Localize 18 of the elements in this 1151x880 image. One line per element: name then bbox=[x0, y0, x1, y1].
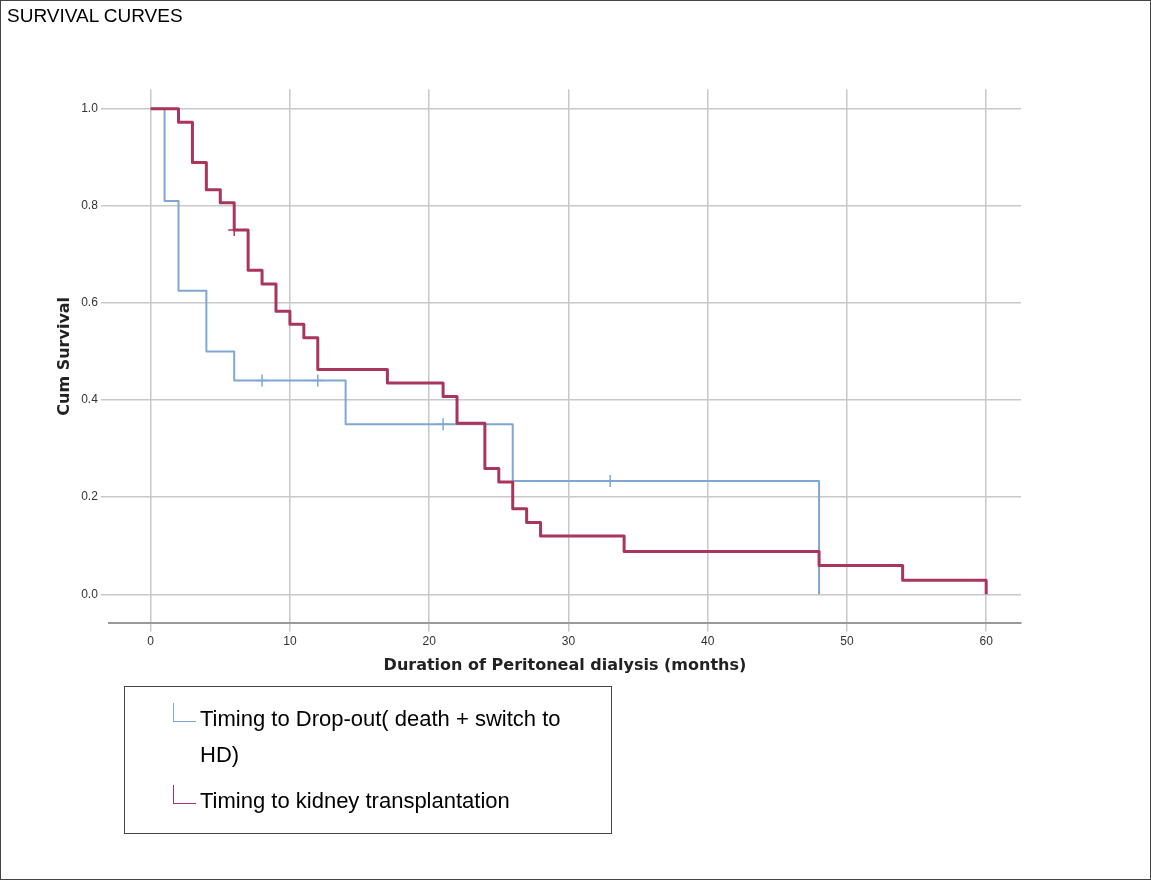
y-tick-label: 0.8 bbox=[81, 198, 99, 213]
y-tick-label: 0.2 bbox=[81, 489, 99, 504]
y-tick-label: 0.4 bbox=[81, 392, 99, 407]
chart-title: SURVIVAL CURVES bbox=[7, 5, 183, 27]
legend-label: Timing to kidney transplantation bbox=[200, 787, 510, 815]
x-tick-label: 40 bbox=[701, 633, 715, 648]
x-tick-label: 50 bbox=[840, 633, 854, 648]
x-tick-label: 30 bbox=[561, 633, 576, 648]
x-tick-label: 20 bbox=[422, 633, 437, 648]
x-tick-label: 60 bbox=[979, 633, 994, 648]
y-tick-label: 0.0 bbox=[81, 586, 99, 601]
x-axis-title: Duration of Peritoneal dialysis (months) bbox=[383, 654, 747, 674]
y-axis-title: Cum Survival bbox=[53, 296, 73, 416]
x-tick-label: 10 bbox=[283, 633, 297, 648]
y-tick-label: 0.6 bbox=[81, 295, 99, 310]
x-tick-label: 0 bbox=[147, 633, 155, 648]
legend-label: Timing to Drop-out( death + switch to HD) bbox=[200, 705, 562, 769]
y-tick-label: 1.0 bbox=[81, 100, 99, 115]
